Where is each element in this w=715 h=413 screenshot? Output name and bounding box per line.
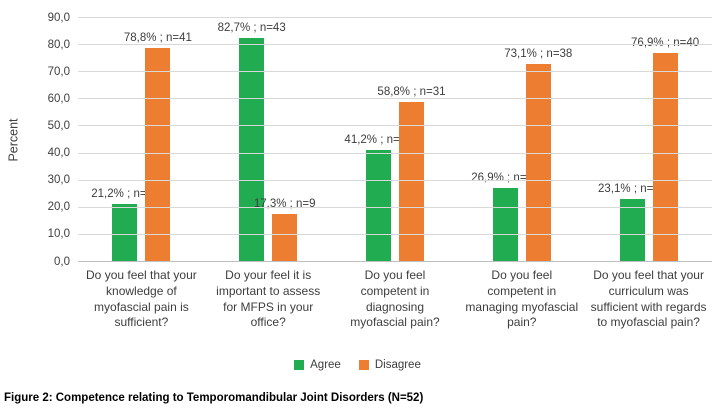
x-category-label-text: Do you feel that your knowledge of myofa… xyxy=(86,268,197,330)
x-category-label: Do your feel it is important to assess f… xyxy=(205,268,332,331)
x-category-label: Do you feel competent in managing myofas… xyxy=(458,268,585,331)
legend-label: Disagree xyxy=(374,359,421,371)
x-category-label-text: Do your feel it is important to assess f… xyxy=(216,268,321,330)
gridline xyxy=(78,44,712,46)
gridline xyxy=(78,233,712,235)
bar-group: 41,2% ; n=21 58,8% ; n=31 xyxy=(332,18,459,261)
bar-value-label: 58,8% ; n=31 xyxy=(377,86,446,99)
bar-agree: 41,2% ; n=21 xyxy=(344,134,413,261)
bar-group: 21,2% ; n=11 78,8% ; n=41 xyxy=(78,18,205,261)
y-tick-label: 50,0 xyxy=(47,119,70,132)
y-tick-label: 0,0 xyxy=(54,255,70,268)
gridline xyxy=(78,71,712,73)
bar-agree: 21,2% ; n=11 xyxy=(91,188,159,261)
bar-agree: 82,7% ; n=43 xyxy=(218,22,286,261)
y-tick-label: 90,0 xyxy=(47,11,70,24)
x-axis-category-labels: Do you feel that your knowledge of myofa… xyxy=(78,268,712,331)
chart-legend: Agree Disagree xyxy=(0,359,715,371)
legend-item-agree: Agree xyxy=(294,359,341,371)
y-axis-title-text: Percent xyxy=(7,118,21,162)
y-axis-title: Percent xyxy=(0,18,28,262)
x-category-label: Do you feel that your curriculum was suf… xyxy=(585,268,712,331)
x-category-label-text: Do you feel that your curriculum was suf… xyxy=(590,268,707,330)
gridline xyxy=(78,179,712,181)
figure-caption: Figure 2: Competence relating to Temporo… xyxy=(4,392,424,404)
gridline xyxy=(78,17,712,18)
bar-value-label: 26,9% ; n=14 xyxy=(471,172,540,185)
bar-groups: 21,2% ; n=11 78,8% ; n=41 82,7% ; n=43 17,3… xyxy=(78,18,712,261)
legend-item-disagree: Disagree xyxy=(358,359,421,371)
y-tick-label: 10,0 xyxy=(47,228,70,241)
bar-value-label: 78,8% ; n=41 xyxy=(123,32,192,45)
bar-disagree: 78,8% ; n=41 xyxy=(124,32,192,261)
bar-disagree: 73,1% ; n=38 xyxy=(504,48,572,261)
legend-swatch-icon xyxy=(294,360,305,370)
bar-group: 82,7% ; n=43 17,3% ; n=9 xyxy=(205,18,332,261)
y-tick-label: 30,0 xyxy=(47,173,70,186)
bar-group: 23,1% ; n=12 76,9% ; n=40 xyxy=(585,18,712,261)
bar-value-label: 82,7% ; n=43 xyxy=(217,21,286,34)
bar-agree: 26,9% ; n=14 xyxy=(471,172,539,261)
x-category-label: Do you feel competent in diagnosing myof… xyxy=(332,268,459,331)
plot-area: 21,2% ; n=11 78,8% ; n=41 82,7% ; n=43 17,3… xyxy=(78,17,712,262)
y-tick-label: 80,0 xyxy=(47,38,70,51)
bar-value-label: 76,9% ; n=40 xyxy=(631,37,699,49)
y-tick-label: 70,0 xyxy=(47,65,70,78)
bar-disagree: 17,3% ; n=9 xyxy=(254,198,316,261)
legend-label: Agree xyxy=(310,359,341,371)
bar-value-label: 73,1% ; n=38 xyxy=(504,47,573,60)
x-category-label: Do you feel that your knowledge of myofa… xyxy=(78,268,205,331)
y-tick-label: 40,0 xyxy=(47,146,70,159)
gridline xyxy=(78,125,712,127)
bar-value-label: 17,3% ; n=9 xyxy=(253,198,316,211)
bar-value-label: 41,2% ; n=21 xyxy=(344,133,413,146)
legend-swatch-icon xyxy=(358,360,369,370)
bar-group: 26,9% ; n=14 73,1% ; n=38 xyxy=(458,18,585,261)
gridline xyxy=(78,206,712,208)
bar-value-label: 23,1% ; n=12 xyxy=(598,182,667,195)
y-tick-label: 60,0 xyxy=(47,92,70,105)
gridline xyxy=(78,98,712,100)
y-axis-tick-labels: 0,0 10,0 20,0 30,0 40,0 50,0 60,0 70,0 80,0 90,0 xyxy=(28,12,70,267)
bar-disagree: 76,9% ; n=40 xyxy=(631,37,699,261)
bar-agree: 23,1% ; n=12 xyxy=(598,183,666,261)
x-category-label-text: Do you feel competent in managing myofas… xyxy=(465,268,579,330)
bar-value-label: 21,2% ; n=11 xyxy=(91,187,159,200)
gridline xyxy=(78,152,712,154)
y-tick-label: 20,0 xyxy=(47,201,70,214)
x-category-label-text: Do you feel competent in diagnosing myof… xyxy=(350,268,440,330)
